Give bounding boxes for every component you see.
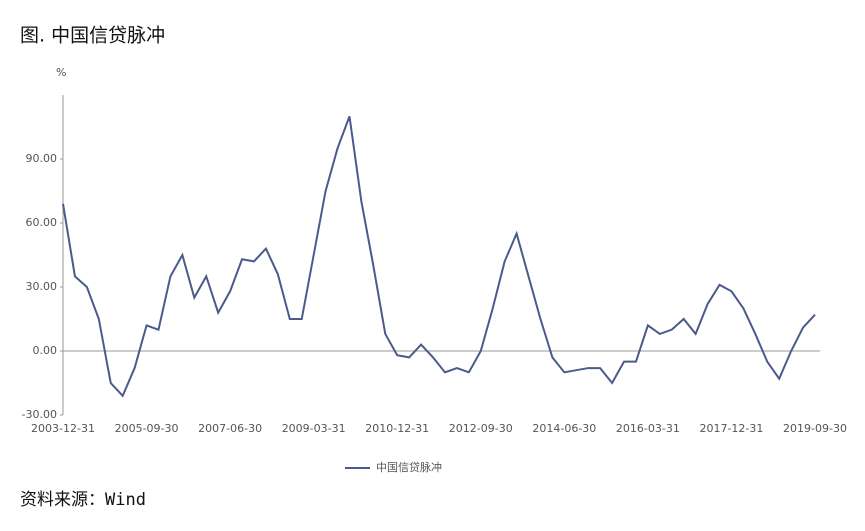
x-tick-label: 2017-12-31 <box>699 422 763 435</box>
source: 资料来源：Wind <box>20 490 146 510</box>
y-unit: % <box>56 66 66 79</box>
y-tick-label: 90.00 <box>26 152 58 165</box>
x-tick-label: 2003-12-31 <box>31 422 95 435</box>
y-tick-label: 60.00 <box>26 216 58 229</box>
x-tick-label: 2009-03-31 <box>282 422 346 435</box>
y-tick-label: 0.00 <box>33 344 58 357</box>
chart-title: 图. 中国信贷脉冲 <box>20 25 165 47</box>
x-tick-label: 2007-06-30 <box>198 422 262 435</box>
x-tick-label: 2016-03-31 <box>616 422 680 435</box>
x-tick-label: 2010-12-31 <box>365 422 429 435</box>
line <box>62 115 816 398</box>
x-tick-label: 2014-06-30 <box>532 422 596 435</box>
y-tick-label: 30.00 <box>26 280 58 293</box>
x-tick-label: 2019-09-30 <box>783 422 847 435</box>
x-tick-label: 2012-09-30 <box>449 422 513 435</box>
y-tick-label: -30.00 <box>22 408 57 421</box>
x-tick-label: 2005-09-30 <box>115 422 179 435</box>
legend-label: 中国信贷脉冲 <box>376 460 442 474</box>
